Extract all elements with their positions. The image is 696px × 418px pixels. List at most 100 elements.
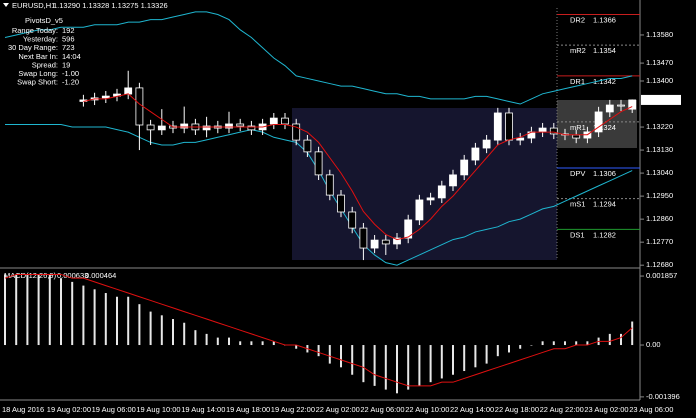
macd-bar bbox=[160, 315, 163, 346]
bid-marker bbox=[641, 94, 681, 105]
info-label: Swap Long: bbox=[18, 69, 58, 78]
macd-bar bbox=[116, 296, 118, 346]
y-tick-label: 1.12770 bbox=[646, 237, 673, 246]
macd-bar bbox=[205, 333, 208, 346]
info-label: Range Today: bbox=[12, 26, 58, 35]
candle-body bbox=[370, 239, 379, 249]
macd-bar bbox=[295, 345, 298, 349]
macd-bar bbox=[496, 345, 499, 357]
candle-body bbox=[404, 219, 413, 239]
macd-bar bbox=[373, 345, 376, 386]
info-label: Next Bar In: bbox=[18, 52, 58, 61]
info-title: PivotsD_v5 bbox=[25, 16, 63, 25]
macd-bar bbox=[340, 345, 342, 368]
candle-body bbox=[269, 117, 278, 125]
y-tick-label: 1.13580 bbox=[646, 30, 673, 39]
macd-bar bbox=[328, 345, 331, 364]
macd-bar bbox=[317, 345, 320, 357]
macd-bar bbox=[485, 345, 488, 364]
macd-value: 0.000633 bbox=[57, 271, 88, 280]
macd-bar bbox=[384, 345, 387, 390]
candle-body bbox=[471, 147, 480, 161]
macd-bar bbox=[183, 322, 186, 346]
y-tick-label: 1.13220 bbox=[646, 122, 673, 131]
info-value: 596 bbox=[62, 35, 75, 44]
macd-bar bbox=[127, 296, 130, 346]
candle-body bbox=[157, 125, 166, 131]
moving-average bbox=[83, 93, 633, 241]
candle-body bbox=[337, 194, 345, 213]
macd-bar bbox=[407, 345, 410, 390]
candle-body bbox=[202, 125, 211, 131]
candle-body bbox=[393, 237, 401, 245]
candle-body bbox=[348, 211, 357, 229]
macd-bar bbox=[620, 333, 622, 346]
macd-bar bbox=[396, 345, 398, 394]
macd-bar bbox=[508, 345, 510, 353]
candle-body bbox=[437, 185, 446, 199]
macd-bar bbox=[104, 293, 107, 346]
pivot-label: mR1 bbox=[570, 123, 586, 132]
candle-body bbox=[303, 139, 312, 153]
candle-body bbox=[482, 139, 491, 149]
info-value: 192 bbox=[62, 26, 75, 35]
candle-body bbox=[572, 134, 581, 139]
info-value: -1.20 bbox=[62, 78, 79, 87]
macd-bar bbox=[37, 274, 40, 346]
macd-bar bbox=[440, 345, 443, 379]
candle-body bbox=[415, 199, 424, 221]
x-tick-label: 19 Aug 18:00 bbox=[226, 405, 270, 414]
macd-bar bbox=[138, 304, 141, 346]
signal-value: 0.000464 bbox=[85, 271, 116, 280]
macd-bar bbox=[429, 345, 432, 383]
x-tick-label: 23 Aug 06:00 bbox=[629, 405, 673, 414]
macd-title: MACD(12,26,9) bbox=[4, 271, 57, 280]
pivot-label: mS1 bbox=[570, 200, 585, 209]
y-tick-label: 1.13400 bbox=[646, 76, 673, 85]
symbol-title: EURUSD,H1 bbox=[12, 1, 55, 10]
candle-body bbox=[146, 124, 155, 131]
candle-body bbox=[605, 104, 614, 113]
candle-body bbox=[594, 111, 603, 133]
macd-bar bbox=[452, 345, 454, 375]
y-tick-label: 1.12950 bbox=[646, 191, 673, 200]
info-label: Yesterday: bbox=[23, 35, 58, 44]
pivot-label: DPV bbox=[570, 169, 585, 178]
candle-body bbox=[281, 117, 289, 125]
candle-body bbox=[325, 174, 334, 196]
pivot-value: 1.1324 bbox=[593, 123, 616, 132]
candle-body bbox=[538, 127, 547, 133]
candle-body bbox=[101, 95, 110, 99]
macd-bar bbox=[194, 330, 197, 346]
info-label: Spread: bbox=[32, 60, 58, 69]
candle-body bbox=[549, 127, 558, 135]
pivot-label: DS1 bbox=[570, 230, 585, 239]
y-tick-label: 0.00 bbox=[646, 340, 661, 349]
pivot-value: 1.1342 bbox=[593, 77, 616, 86]
info-value: -1.00 bbox=[62, 69, 79, 78]
band-upper bbox=[4, 11, 633, 105]
macd-bar bbox=[272, 341, 275, 346]
x-tick-label: 23 Aug 02:00 bbox=[584, 405, 628, 414]
candle-body bbox=[359, 227, 368, 249]
candle-body bbox=[493, 112, 502, 141]
candle-body bbox=[180, 123, 189, 129]
pivot-value: 1.1294 bbox=[593, 200, 616, 209]
pivot-value: 1.1282 bbox=[593, 230, 616, 239]
pivot-value: 1.1354 bbox=[593, 46, 616, 55]
y-tick-label: 1.12860 bbox=[646, 214, 673, 223]
ohlc-quote: 1.13290 1.13328 1.13275 1.13326 bbox=[53, 1, 168, 10]
macd-bar bbox=[351, 345, 354, 375]
macd-bar bbox=[575, 341, 578, 346]
x-tick-label: 19 Aug 14:00 bbox=[181, 405, 225, 414]
macd-bar bbox=[362, 345, 365, 383]
macd-bar bbox=[530, 345, 533, 346]
macd-bar bbox=[418, 345, 421, 386]
bid-label: 1.13326 bbox=[646, 95, 673, 104]
pivot-value: 1.1306 bbox=[593, 169, 616, 178]
y-tick-label: 1.13470 bbox=[646, 58, 673, 67]
info-value: 14:04 bbox=[62, 52, 81, 61]
signal-line bbox=[4, 273, 633, 387]
x-tick-label: 19 Aug 22:00 bbox=[271, 405, 315, 414]
